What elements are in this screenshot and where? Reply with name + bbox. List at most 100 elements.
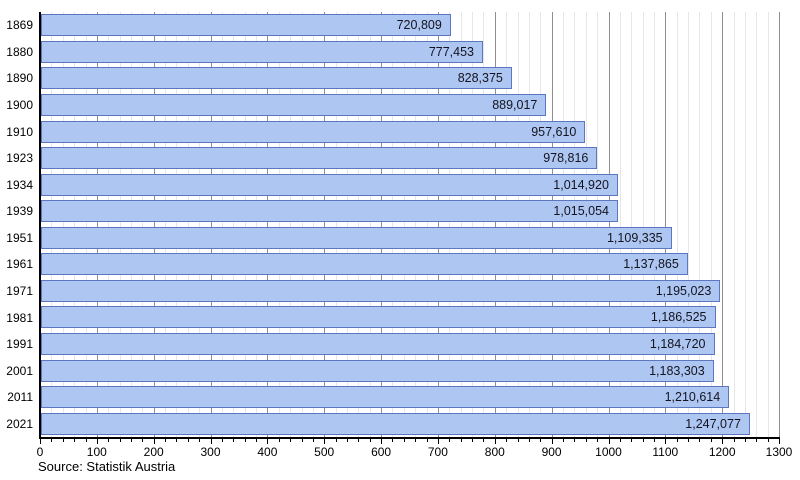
bar: 1,210,614 [41, 386, 730, 409]
bar: 1,015,054 [41, 200, 618, 223]
minor-gridline [597, 12, 599, 437]
minor-gridline [301, 12, 303, 437]
x-minor-tick [744, 439, 746, 442]
bar: 957,610 [41, 120, 586, 143]
x-minor-tick [233, 439, 235, 442]
x-major-tick [494, 439, 496, 444]
x-major-tick [381, 439, 383, 444]
major-gridline [96, 12, 98, 437]
bar-value-label: 1,247,077 [685, 416, 741, 431]
bar-value-label: 1,015,054 [553, 204, 609, 219]
x-minor-tick [528, 439, 530, 442]
x-minor-tick [62, 439, 64, 442]
minor-gridline [74, 12, 76, 437]
x-minor-tick [165, 439, 167, 442]
minor-gridline [460, 12, 462, 437]
x-minor-tick [483, 439, 485, 442]
minor-gridline [631, 12, 633, 437]
minor-gridline [403, 12, 405, 437]
x-minor-tick [676, 439, 678, 442]
x-major-tick [267, 439, 269, 444]
x-minor-tick [278, 439, 280, 442]
bar-value-label: 1,195,023 [655, 283, 712, 298]
x-tick-label: 1300 [765, 445, 793, 459]
x-minor-tick [449, 439, 451, 442]
minor-gridline [699, 12, 701, 437]
minor-gridline [392, 12, 394, 437]
minor-gridline [710, 12, 712, 437]
y-tick-label: 2021 [6, 416, 33, 431]
x-tick-label: 700 [427, 445, 448, 459]
x-minor-tick [597, 439, 599, 442]
minor-gridline [517, 12, 519, 437]
minor-gridline [653, 12, 655, 437]
minor-gridline [244, 12, 246, 437]
y-tick-label: 2011 [7, 390, 33, 405]
x-major-tick [779, 439, 780, 444]
x-minor-tick [540, 439, 542, 442]
minor-gridline [744, 12, 746, 437]
x-minor-tick [290, 439, 292, 442]
bar: 1,186,525 [41, 306, 716, 329]
x-minor-tick [699, 439, 701, 442]
x-minor-tick [619, 439, 621, 442]
major-gridline [210, 12, 212, 437]
bar: 1,137,865 [41, 253, 688, 276]
x-minor-tick [335, 439, 337, 442]
x-major-tick [437, 439, 439, 444]
x-minor-tick [221, 439, 223, 442]
x-minor-tick [347, 439, 348, 442]
x-minor-tick [585, 439, 587, 442]
x-minor-tick [415, 439, 417, 442]
bar: 720,809 [41, 14, 451, 37]
minor-gridline [426, 12, 428, 437]
minor-gridline [585, 12, 587, 437]
x-major-tick [665, 439, 667, 444]
x-minor-tick [506, 439, 508, 442]
bar: 777,453 [41, 40, 483, 63]
x-minor-tick [119, 439, 121, 442]
x-minor-tick [312, 439, 314, 442]
x-minor-tick [733, 439, 735, 442]
major-gridline [608, 12, 610, 437]
x-minor-tick [369, 439, 371, 442]
bar: 1,014,920 [41, 173, 618, 196]
major-gridline [779, 12, 780, 437]
minor-gridline [540, 12, 542, 437]
x-minor-tick [244, 439, 246, 442]
y-tick-label: 2001 [6, 363, 33, 378]
x-minor-tick [131, 439, 132, 442]
x-tick-label: 500 [314, 445, 335, 459]
x-minor-tick [517, 439, 519, 442]
x-minor-tick [301, 439, 303, 442]
minor-gridline [187, 12, 189, 437]
minor-gridline [506, 12, 508, 437]
x-major-tick [153, 439, 155, 444]
x-minor-tick [563, 439, 564, 442]
bar: 828,375 [41, 67, 512, 90]
bar-value-label: 1,186,525 [650, 310, 707, 325]
y-tick-label: 1991 [6, 337, 33, 351]
x-minor-tick [392, 439, 394, 442]
minor-gridline [176, 12, 178, 437]
major-gridline [381, 12, 383, 437]
bar-value-label: 1,014,920 [553, 177, 609, 192]
x-major-tick [608, 439, 610, 444]
minor-gridline [449, 12, 451, 437]
bar-value-label: 1,137,865 [623, 257, 679, 272]
y-tick-label: 1890 [6, 71, 33, 86]
minor-gridline [472, 12, 473, 437]
source-note: Source: Statistik Austria [38, 459, 176, 474]
x-axis-line [39, 437, 780, 439]
x-minor-tick [176, 439, 178, 442]
minor-gridline [199, 12, 201, 437]
minor-gridline [688, 12, 689, 437]
minor-gridline [119, 12, 121, 437]
x-major-tick [722, 439, 724, 444]
bar-value-label: 720,809 [396, 18, 442, 33]
bar: 889,017 [41, 93, 547, 116]
minor-gridline [256, 12, 257, 437]
minor-gridline [312, 12, 314, 437]
x-tick-label: 100 [86, 445, 107, 459]
